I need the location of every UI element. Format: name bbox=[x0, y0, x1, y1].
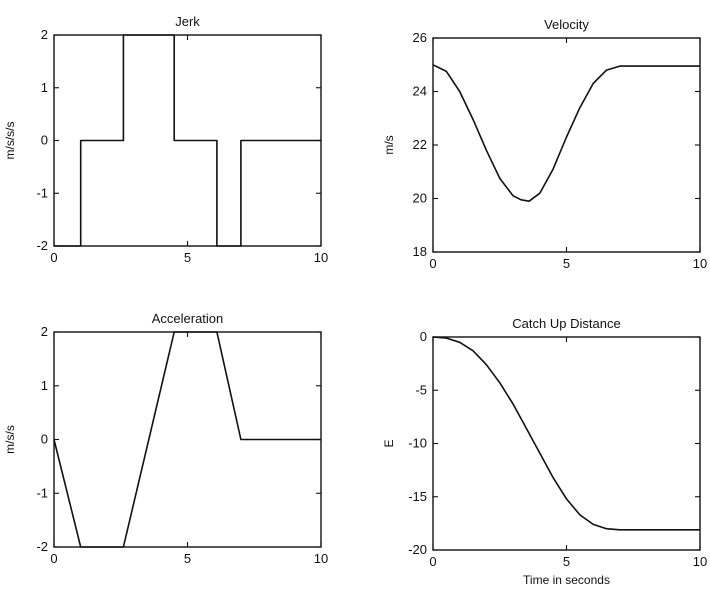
y-tick-label: 2 bbox=[41, 27, 48, 42]
plot-frame bbox=[432, 336, 701, 551]
plot-frame bbox=[432, 37, 701, 253]
y-axis-label: E bbox=[382, 439, 396, 447]
series-line-1 bbox=[432, 64, 700, 202]
x-tick-label: 10 bbox=[314, 551, 328, 566]
y-tick-label: -1 bbox=[36, 185, 48, 200]
y-tick-label: 20 bbox=[413, 191, 427, 206]
y-tick-label: 24 bbox=[413, 84, 427, 99]
y-tick-label: -1 bbox=[36, 485, 48, 500]
x-tick-label: 0 bbox=[429, 554, 436, 569]
x-tick-label: 0 bbox=[429, 256, 436, 271]
y-tick-label: -10 bbox=[408, 436, 427, 451]
y-tick-label: 2 bbox=[41, 324, 48, 339]
x-axis-label: Time in seconds bbox=[523, 573, 610, 587]
y-tick-label: -5 bbox=[415, 382, 427, 397]
series-line-1 bbox=[54, 34, 321, 247]
y-axis-label: m/s bbox=[382, 135, 396, 154]
y-tick-label: -2 bbox=[36, 238, 48, 253]
x-tick-label: 10 bbox=[693, 554, 707, 569]
series-line-1 bbox=[53, 331, 321, 548]
chart-title: Acceleration bbox=[152, 311, 224, 326]
chart-title: Velocity bbox=[544, 17, 589, 32]
x-tick-label: 5 bbox=[563, 554, 570, 569]
y-tick-label: 1 bbox=[41, 378, 48, 393]
x-tick-label: 5 bbox=[563, 256, 570, 271]
x-tick-label: 10 bbox=[693, 256, 707, 271]
y-tick-label: 22 bbox=[413, 137, 427, 152]
x-tick-label: 0 bbox=[50, 250, 57, 265]
chart-panel-2: Velocity 0 5 10 26 24 22 20 18 m/s bbox=[382, 17, 707, 271]
x-tick-label: 5 bbox=[184, 250, 191, 265]
x-tick-label: 10 bbox=[314, 250, 328, 265]
chart-title: Jerk bbox=[175, 14, 200, 29]
y-tick-label: 1 bbox=[41, 80, 48, 95]
y-tick-label: 0 bbox=[420, 329, 427, 344]
chart-title: Catch Up Distance bbox=[512, 316, 620, 331]
y-tick-label: -15 bbox=[408, 489, 427, 504]
x-tick-label: 0 bbox=[50, 551, 57, 566]
y-tick-label: 18 bbox=[413, 244, 427, 259]
series-line-1 bbox=[432, 336, 700, 531]
y-axis-label: m/s/s bbox=[3, 425, 17, 454]
x-tick-label: 5 bbox=[184, 551, 191, 566]
chart-panel-4: Catch Up Distance 0 5 10 0 -5 -10 -15 -20 E Time i… bbox=[382, 316, 707, 587]
y-tick-label: 0 bbox=[41, 432, 48, 447]
y-tick-label: 0 bbox=[41, 133, 48, 148]
y-tick-label: -2 bbox=[36, 539, 48, 554]
y-axis-label: m/s/s/s bbox=[3, 122, 17, 160]
y-tick-label: -20 bbox=[408, 542, 427, 557]
y-tick-label: 26 bbox=[413, 30, 427, 45]
